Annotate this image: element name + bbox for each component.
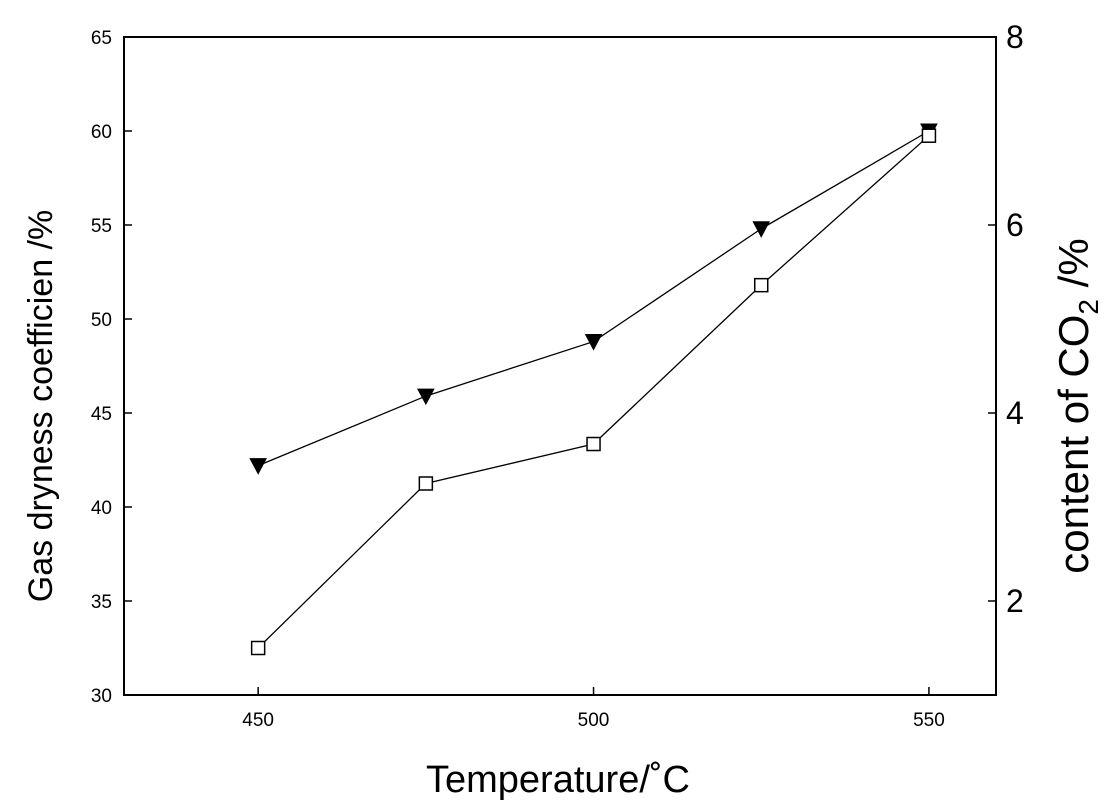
x-tick-label: 550 — [913, 710, 945, 731]
x-tick-label: 500 — [578, 710, 610, 731]
series-layer — [249, 123, 938, 656]
series-2-point — [921, 128, 937, 143]
y-right-tick-label: 8 — [1006, 19, 1024, 55]
series-2-point — [418, 476, 434, 491]
series-1-point — [752, 221, 771, 238]
left-axis-ticks: 30 35 40 45 50 55 60 65 — [91, 28, 132, 707]
y-left-tick-label: 65 — [91, 28, 112, 49]
series-2-point — [250, 640, 266, 656]
y-left-tick-label: 50 — [91, 310, 112, 331]
plot-frame — [123, 36, 997, 696]
y-left-tick-label: 40 — [91, 498, 112, 519]
series-1-point — [249, 458, 267, 475]
y-left-tick-label: 35 — [91, 592, 112, 613]
series-1-point — [584, 334, 603, 351]
y-left-tick-label: 45 — [91, 404, 112, 425]
y-axis-right-title-subscript: 2 — [1073, 299, 1104, 315]
series-1-line — [257, 130, 930, 467]
series-2-point — [586, 436, 601, 452]
right-axis-ticks: 2 4 6 8 — [988, 19, 1024, 619]
y-left-tick-label: 55 — [91, 216, 112, 237]
x-axis-title: Temperature/˚C — [426, 759, 690, 801]
x-tick-label: 450 — [242, 710, 274, 731]
y-axis-right-title: content of CO2 /% — [1050, 238, 1104, 573]
series-2-line — [257, 135, 930, 649]
series-2-point — [753, 277, 769, 293]
y-axis-left-title: Gas dryness coefficien /% — [22, 210, 60, 602]
y-left-tick-label: 60 — [91, 122, 112, 143]
y-left-tick-label: 30 — [91, 686, 112, 707]
y-axis-right-title-prefix: content of CO — [1050, 315, 1097, 574]
x-axis-ticks: 450 500 550 — [242, 687, 945, 731]
y-axis-right-title-suffix: /% — [1050, 238, 1097, 299]
y-right-tick-label: 2 — [1006, 583, 1024, 619]
y-right-tick-label: 6 — [1006, 207, 1024, 243]
y-right-tick-label: 4 — [1006, 395, 1024, 431]
series-1-point — [417, 388, 435, 406]
